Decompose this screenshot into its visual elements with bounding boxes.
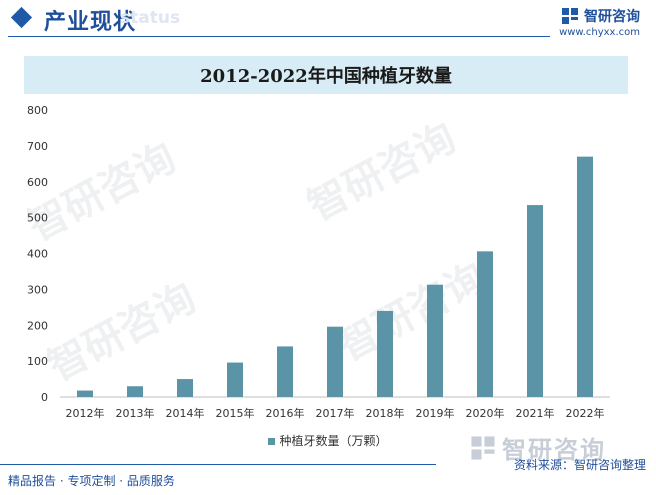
bar-chart: 0 100 200 300 400 500 600 700 800 2012年 2013年 2014年…	[27, 104, 610, 420]
chart-title-bar: 2012-2022年中国种植牙数量	[24, 56, 628, 94]
footer-logo: 智研咨询	[470, 430, 606, 465]
bar	[327, 326, 343, 397]
y-tick-label: 500	[27, 212, 48, 225]
brand-name: 智研咨询	[584, 9, 640, 25]
bar	[427, 284, 443, 397]
footer-tagline: 精品报告 · 专项定制 · 品质服务	[8, 474, 175, 488]
page-title: 产业现状	[44, 10, 137, 35]
page-subtitle-en: status	[120, 8, 181, 28]
x-tick-label: 2013年	[116, 406, 155, 420]
x-tick-label: 2018年	[366, 406, 405, 420]
bar	[127, 386, 143, 397]
bar	[577, 156, 593, 397]
brand: 智研咨询	[561, 6, 640, 26]
header: 产业现状 status	[0, 0, 656, 40]
bar	[227, 362, 243, 397]
footer-logo-icon	[471, 435, 495, 460]
x-tick-label: 2016年	[266, 406, 305, 420]
y-tick-label: 600	[27, 176, 48, 189]
brand-url: www.chyxx.com	[559, 27, 640, 38]
x-tick-label: 2021年	[516, 406, 555, 420]
y-tick-label: 0	[41, 391, 48, 404]
y-tick-label: 700	[27, 140, 48, 153]
footer-logo-name: 智研咨询	[502, 436, 606, 464]
x-tick-label: 2019年	[416, 406, 455, 420]
legend: 种植牙数量（万颗）	[0, 432, 656, 449]
diamond-icon	[10, 6, 33, 29]
bar	[277, 346, 293, 397]
y-tick-label: 800	[27, 104, 48, 117]
bar	[477, 251, 493, 397]
bar	[77, 390, 93, 397]
source-note: 资料来源：智研咨询整理	[513, 458, 646, 472]
x-tick-label: 2020年	[466, 406, 505, 420]
x-tick-label: 2017年	[316, 406, 355, 420]
y-tick-label: 200	[27, 319, 48, 332]
y-tick-label: 300	[27, 283, 48, 296]
header-divider	[8, 36, 550, 37]
y-tick-label: 100	[27, 355, 48, 368]
bar	[377, 310, 393, 397]
x-tick-label: 2014年	[166, 406, 205, 420]
bar	[527, 205, 543, 397]
x-tick-label: 2022年	[566, 406, 605, 420]
x-tick-label: 2012年	[66, 406, 105, 420]
footer-divider	[0, 464, 436, 465]
legend-swatch	[268, 438, 276, 445]
brand-logo-icon	[562, 8, 578, 24]
x-tick-label: 2015年	[216, 406, 255, 420]
bar	[177, 379, 193, 397]
chart-title: 2012-2022年中国种植牙数量	[200, 66, 452, 87]
legend-label: 种植牙数量（万颗）	[279, 434, 388, 448]
y-tick-label: 400	[27, 248, 48, 261]
